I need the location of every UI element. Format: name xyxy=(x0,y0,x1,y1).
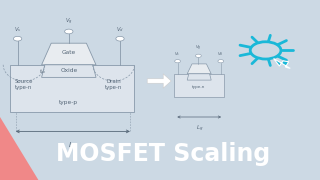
Text: Source
type-n: Source type-n xyxy=(15,79,33,90)
Text: $V_d$: $V_d$ xyxy=(218,50,224,58)
Text: Oxide: Oxide xyxy=(60,68,77,73)
Circle shape xyxy=(13,36,22,41)
Text: MOSFET Scaling: MOSFET Scaling xyxy=(56,142,270,166)
Text: $L_g$: $L_g$ xyxy=(68,140,77,152)
Circle shape xyxy=(65,29,73,34)
Text: $V_s$: $V_s$ xyxy=(14,25,21,34)
Bar xyxy=(10,65,134,112)
Polygon shape xyxy=(42,65,96,77)
Text: Gate: Gate xyxy=(62,50,76,55)
Text: $V_g$: $V_g$ xyxy=(195,43,202,52)
Circle shape xyxy=(116,36,124,41)
Text: $t_{ox}$: $t_{ox}$ xyxy=(38,67,46,76)
Text: Drain
type-n: Drain type-n xyxy=(105,79,122,90)
Circle shape xyxy=(218,60,224,63)
Polygon shape xyxy=(147,74,171,88)
Polygon shape xyxy=(42,43,96,65)
Text: $L_g$: $L_g$ xyxy=(196,124,203,134)
Text: $V_d$: $V_d$ xyxy=(116,25,124,34)
Polygon shape xyxy=(187,64,211,74)
Circle shape xyxy=(196,54,201,57)
Text: type-p: type-p xyxy=(59,100,78,105)
Text: $V_g$: $V_g$ xyxy=(65,17,73,27)
Circle shape xyxy=(175,60,180,63)
Bar xyxy=(174,74,224,97)
Polygon shape xyxy=(274,58,290,68)
Polygon shape xyxy=(0,117,38,180)
Polygon shape xyxy=(187,74,211,80)
Text: $V_s$: $V_s$ xyxy=(174,50,181,58)
Text: type-n: type-n xyxy=(192,85,206,89)
